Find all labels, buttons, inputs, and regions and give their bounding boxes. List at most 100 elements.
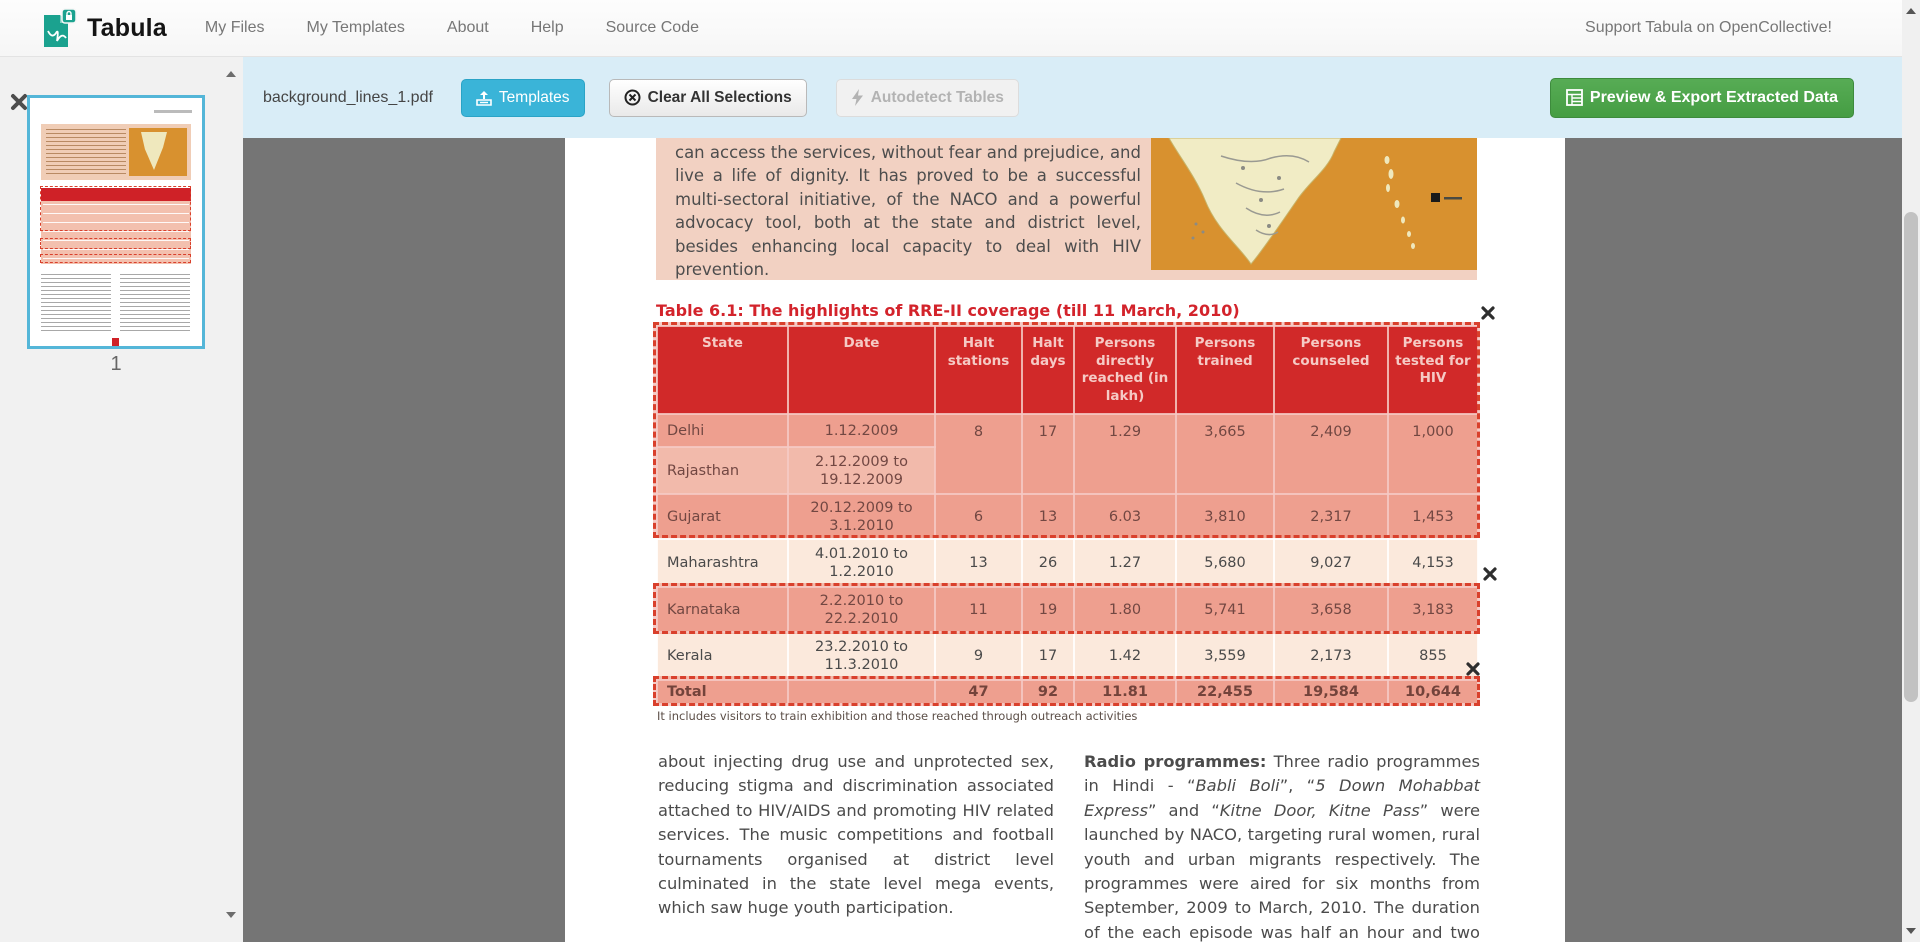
table-row: Kerala 23.2.2010 to 11.3.2010 9 17 1.42 3,559…: [656, 631, 1479, 681]
table-cell: 2.12.2009 to 19.12.2009: [787, 446, 936, 495]
table-cell: 20.12.2009 to 3.1.2010: [787, 493, 936, 540]
table-row: Karnataka 2.2.2010 to 22.2.2010 11 19 1.80 5,…: [656, 586, 1479, 633]
vertical-scrollbar[interactable]: [1902, 0, 1920, 942]
text-segment: ”, “: [1279, 776, 1316, 796]
table-header-row: State Date Halt stations Halt days Persons d…: [656, 325, 1479, 415]
rre-coverage-table: State Date Halt stations Halt days Persons d…: [656, 325, 1479, 705]
table-cell: Gujarat: [656, 493, 789, 540]
table-cell: 23.2.2010 to 11.3.2010: [787, 631, 936, 681]
remove-page-icon[interactable]: [10, 93, 28, 116]
selection-region-2[interactable]: [653, 583, 1480, 634]
thumbnail-selection-2: [40, 238, 191, 249]
thumbnail-table: [40, 186, 191, 264]
table-cell: 855: [1387, 631, 1479, 681]
text-segment: ” were launched by NACO, targeting rural…: [1084, 800, 1481, 942]
table-cell: 26: [1021, 538, 1075, 588]
page-number-label: 1: [110, 353, 122, 375]
thumbnail-header-line: [154, 110, 192, 113]
table-cell: 1,000: [1387, 413, 1479, 495]
table-cell: 3,559: [1175, 631, 1275, 681]
table-cell: 6.03: [1073, 493, 1177, 540]
table-column-header: State: [656, 325, 789, 415]
table-column-header: Date: [787, 325, 936, 415]
table-cell: Kerala: [656, 631, 789, 681]
page-1-thumbnail[interactable]: [27, 95, 205, 349]
clear-selections-icon: [624, 89, 641, 106]
table-cell: [787, 679, 936, 705]
sidebar-scroll-down-icon[interactable]: [226, 912, 236, 918]
table-row: Delhi 1.12.2009 8 17 1.29 3,665 2,409 1,000: [656, 413, 1479, 495]
table-column-header: Halt days: [1021, 325, 1075, 415]
selection-region-1[interactable]: [653, 322, 1480, 538]
text-segment: ” and “: [1147, 800, 1220, 820]
brand-name: Tabula: [87, 13, 167, 42]
thumbnail-map: [129, 128, 187, 176]
export-table-icon: [1566, 89, 1583, 106]
table-cell: 5,680: [1175, 538, 1275, 588]
pdf-right-column-paragraph: Radio programmes: Three radio programmes…: [1084, 750, 1480, 942]
table-row: Total 47 92 11.81 22,455 19,584 10,644: [656, 679, 1479, 705]
table-cell: 3,665: [1175, 413, 1275, 495]
thumbnail-text-column-right: [120, 274, 190, 332]
nav-link-about[interactable]: About: [446, 19, 489, 36]
table-cell: 13: [934, 538, 1023, 588]
text-segment: Three radio programmes in Hindi - “: [1084, 752, 1480, 796]
scrollbar-down-arrow-icon[interactable]: [1906, 928, 1916, 934]
thumbnail-footer-logo: [112, 338, 119, 346]
table-cell: 13: [1021, 493, 1075, 540]
nav-link-my-files[interactable]: My Files: [204, 19, 265, 36]
lightning-bolt-icon: [851, 89, 864, 106]
selection-region-3[interactable]: [653, 676, 1480, 706]
map-legend-swatch: [1431, 193, 1440, 202]
table-cell: 1.27: [1073, 538, 1177, 588]
sidebar-scroll-up-icon[interactable]: [226, 71, 236, 77]
pdf-left-column-paragraph: about injecting drug use and unprotected…: [658, 752, 1054, 918]
table-cell: 11: [934, 586, 1023, 633]
pdf-intro-paragraph: can access the services, without fear an…: [675, 143, 1141, 280]
table-column-header: Persons counseled: [1273, 325, 1389, 415]
table-cell: 47: [934, 679, 1023, 705]
brand[interactable]: Tabula: [38, 7, 167, 49]
table-row: Gujarat 20.12.2009 to 3.1.2010 6 13 6.03 3,81…: [656, 493, 1479, 540]
radio-programmes-lead: Radio programmes:: [1084, 752, 1267, 771]
text-segment: 5 Down Mohabbat Express: [1084, 776, 1480, 820]
table-column-header: Persons trained: [1175, 325, 1275, 415]
scrollbar-up-arrow-icon[interactable]: [1906, 8, 1916, 14]
thumbnail-intro-block: [41, 124, 191, 180]
support-opencollective-link[interactable]: Support Tabula on OpenCollective!: [1585, 19, 1832, 36]
clear-all-selections-button[interactable]: Clear All Selections: [608, 78, 807, 117]
autodetect-tables-button[interactable]: Autodetect Tables: [835, 78, 1019, 117]
table-cell: 5,741: [1175, 586, 1275, 633]
templates-button[interactable]: Templates: [460, 78, 585, 117]
preview-export-button[interactable]: Preview & Export Extracted Data: [1549, 77, 1854, 118]
table-cell: 3,810: [1175, 493, 1275, 540]
table-cell: 22,455: [1175, 679, 1275, 705]
nav-link-my-templates[interactable]: My Templates: [306, 19, 405, 36]
selection-2-close-icon[interactable]: [1483, 566, 1497, 585]
table-cell: 2,409: [1273, 413, 1389, 495]
table-cell: 1,453: [1387, 493, 1479, 540]
text-segment: Kitne Door, Kitne Pass: [1219, 800, 1420, 820]
templates-button-label: Templates: [498, 88, 570, 106]
table-cell: 17: [1021, 631, 1075, 681]
table-cell: 2,317: [1273, 493, 1389, 540]
selection-3-close-icon[interactable]: [1466, 661, 1480, 680]
table-cell: 92: [1021, 679, 1075, 705]
table-cell: 1.12.2009: [787, 413, 936, 448]
toolbar: background_lines_1.pdf Templates Clear A…: [243, 57, 1902, 138]
nav-link-help[interactable]: Help: [530, 19, 564, 36]
text-segment: Babli Boli: [1195, 776, 1280, 796]
table-cell: 4,153: [1387, 538, 1479, 588]
table-cell: 1.42: [1073, 631, 1177, 681]
pdf-page[interactable]: can access the services, without fear an…: [565, 138, 1565, 942]
thumbnail-selection-1: [40, 186, 191, 231]
selection-1-close-icon[interactable]: [1481, 305, 1495, 324]
clear-button-label: Clear All Selections: [647, 88, 792, 106]
table-cell: 2.2.2010 to 22.2.2010: [787, 586, 936, 633]
nav-link-source-code[interactable]: Source Code: [605, 19, 699, 36]
table-cell: 9: [934, 631, 1023, 681]
scrollbar-thumb[interactable]: [1904, 212, 1918, 702]
page-thumbnail-sidebar: 1: [0, 57, 243, 942]
table-column-header: Persons tested for HIV: [1387, 325, 1479, 415]
table-cell: 11.81: [1073, 679, 1177, 705]
